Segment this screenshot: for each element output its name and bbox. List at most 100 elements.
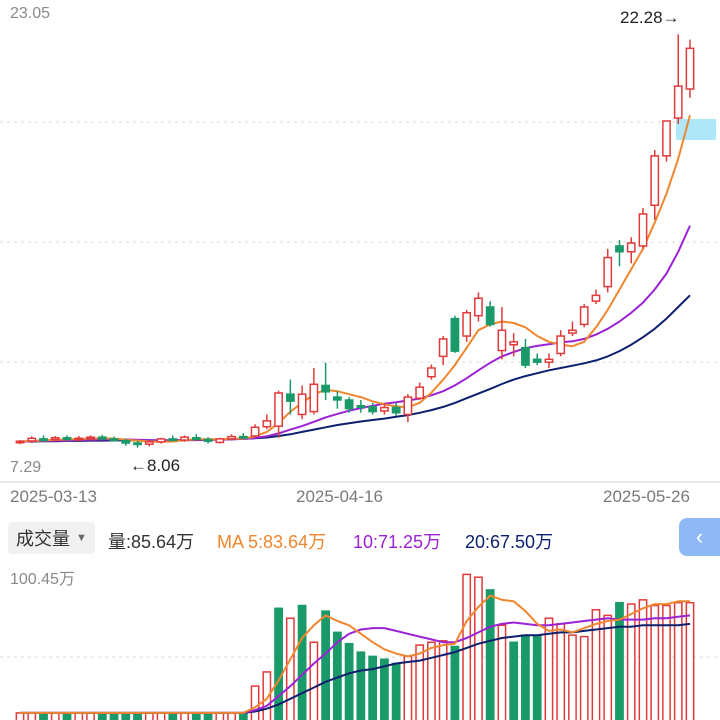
candle-body — [180, 436, 189, 441]
volume-bar-up — [497, 624, 507, 720]
candle-up — [603, 248, 613, 293]
volume-bar-up — [262, 671, 272, 720]
volume-bar-up — [144, 712, 154, 720]
candle-body — [379, 406, 389, 412]
ma5-line — [19, 114, 691, 443]
candle-body — [427, 367, 436, 378]
candle-up — [250, 424, 260, 438]
volume-chart — [0, 573, 720, 720]
candle-down — [191, 434, 201, 441]
candle-body — [227, 435, 236, 440]
candle-up — [626, 237, 636, 264]
indicator-selector[interactable]: 成交量 ▼ — [8, 522, 95, 554]
candle-up — [156, 437, 166, 444]
candle-up — [379, 402, 389, 415]
volume-bar-down — [191, 712, 201, 720]
candle-down — [391, 402, 401, 416]
candlesticks — [15, 34, 695, 448]
volume-bar-down — [615, 601, 624, 720]
candle-down — [168, 435, 178, 442]
candle-down — [532, 353, 542, 366]
collapse-panel-button[interactable]: ‹ — [679, 518, 720, 556]
candle-down — [356, 399, 366, 413]
candle-up — [662, 120, 671, 162]
price-ma5-polyline — [19, 114, 691, 443]
candle-up — [438, 336, 448, 366]
candle-body — [74, 437, 84, 441]
candle-down — [368, 402, 378, 415]
candle-body — [27, 437, 37, 442]
volume-bar-up — [474, 576, 483, 720]
candle-body — [650, 155, 660, 207]
candle-body — [15, 440, 25, 444]
volume-bar-down — [521, 634, 530, 720]
low-price-annotation: ←8.06 — [130, 456, 181, 475]
volume-bar-down — [509, 641, 519, 720]
candle-body — [262, 420, 272, 428]
candle-up — [215, 437, 225, 444]
volume-bar-up — [227, 712, 236, 720]
candle-up — [144, 440, 154, 447]
candle-up — [673, 34, 683, 124]
candle-down — [97, 434, 107, 441]
volume-bar-up — [591, 608, 601, 720]
volume-value-label: 量:85.64万 — [108, 532, 195, 552]
candle-body — [685, 47, 695, 90]
volume-bar-down — [168, 712, 178, 720]
volume-bar-up — [579, 635, 589, 720]
volume-ma20-polyline — [20, 622, 691, 714]
volume-bar-up — [673, 601, 683, 720]
candle-body — [662, 120, 671, 157]
candle-up — [638, 208, 648, 249]
price-ma10-polyline — [19, 225, 691, 443]
candle-up — [591, 289, 601, 305]
candle-body — [673, 85, 683, 119]
candle-body — [168, 438, 178, 442]
candle-body — [356, 405, 366, 409]
price-chart — [0, 34, 720, 483]
candle-body — [97, 436, 107, 440]
volume-bar-down — [97, 712, 107, 720]
candle-down — [332, 391, 342, 409]
candle-body — [285, 393, 295, 402]
candle-up — [50, 435, 60, 442]
volume-bar-down — [297, 604, 307, 720]
volume-bar-up — [180, 712, 189, 720]
volume-header: 成交量 ▼ 量:85.64万 MA 5:83.64万 10:71.25万 20:… — [0, 518, 720, 558]
volume-ma5-label: MA 5:83.64万 — [217, 532, 327, 552]
candle-body — [579, 306, 589, 326]
candle-body — [497, 329, 507, 352]
candle-body — [603, 256, 613, 288]
candle-body — [215, 438, 225, 444]
candle-body — [133, 442, 142, 446]
ma10-line — [19, 225, 691, 443]
volume-bar-down — [485, 589, 495, 720]
candle-up — [274, 390, 283, 438]
volume-bar-up — [438, 640, 448, 720]
candle-body — [191, 436, 201, 440]
candle-body — [438, 338, 448, 358]
volume-bar-up — [568, 634, 577, 720]
volume-bar-up — [86, 712, 95, 720]
candle-up — [579, 304, 589, 328]
volume-bar-up — [603, 614, 613, 720]
volume-bar-up — [415, 644, 425, 720]
volume-bar-up — [427, 641, 436, 720]
candle-down — [321, 362, 331, 400]
high-price-annotation: 22.28→ — [620, 8, 680, 27]
volume-bar-up — [662, 604, 671, 720]
candle-body — [568, 329, 577, 334]
candle-body — [626, 242, 636, 253]
volume-bars — [15, 573, 695, 720]
volume-bar-down — [368, 655, 378, 720]
candle-up — [462, 309, 472, 342]
volume-bar-up — [250, 685, 260, 720]
candle-down — [344, 397, 354, 413]
candle-body — [344, 399, 354, 410]
candle-body — [297, 393, 307, 416]
volume-bar-down — [274, 607, 283, 720]
candle-body — [485, 306, 495, 326]
candle-down — [121, 438, 131, 446]
volume-bar-up — [15, 712, 25, 720]
candle-down — [615, 240, 624, 267]
